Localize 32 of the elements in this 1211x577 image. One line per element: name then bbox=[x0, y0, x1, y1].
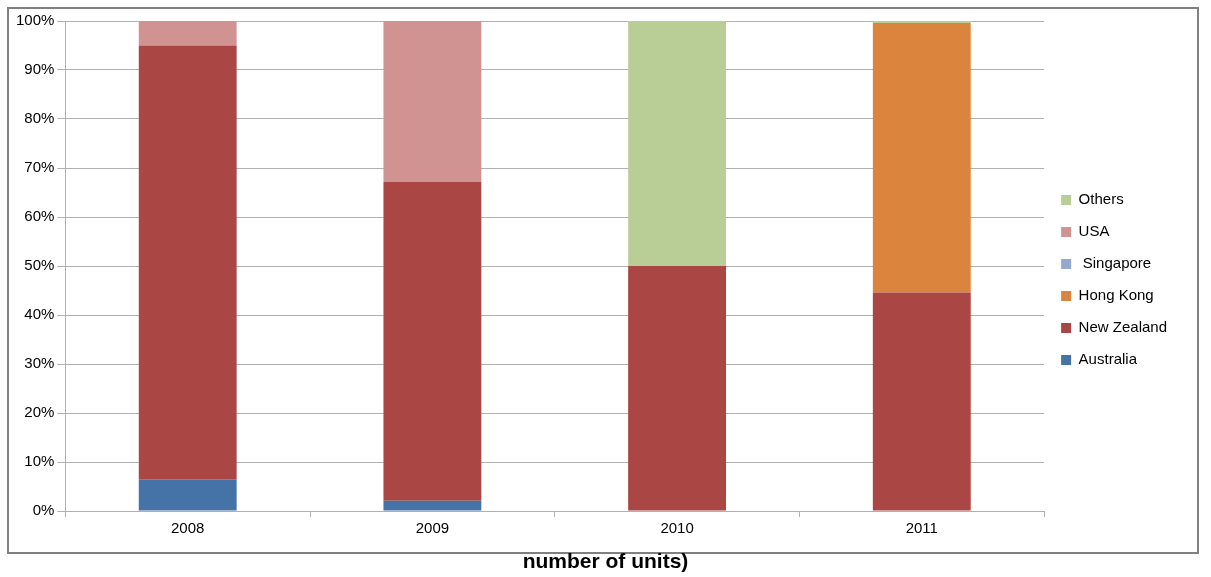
bar bbox=[628, 21, 727, 266]
y-tick-label: 0% bbox=[32, 501, 55, 519]
y-tick-label: 30% bbox=[24, 354, 55, 372]
y-tick-label: 40% bbox=[24, 305, 55, 323]
y-tick-label: 80% bbox=[24, 109, 55, 127]
bar bbox=[872, 292, 971, 511]
y-tick-label: 70% bbox=[24, 158, 55, 176]
y-tick-label: 90% bbox=[24, 60, 55, 78]
bar bbox=[383, 500, 482, 511]
y-tick-label: 20% bbox=[24, 403, 55, 421]
legend-label: Others bbox=[1078, 190, 1124, 208]
y-tick-label: 60% bbox=[24, 207, 55, 225]
bar bbox=[383, 21, 482, 182]
x-tick-label: 2011 bbox=[905, 519, 938, 537]
bar bbox=[138, 45, 237, 480]
bar bbox=[138, 479, 237, 511]
legend-label: New Zealand bbox=[1078, 318, 1168, 336]
text: number of units) bbox=[521, 549, 690, 573]
legend-label: Australia bbox=[1078, 350, 1138, 368]
y-tick-label: 50% bbox=[24, 256, 55, 274]
legend-label: Singapore bbox=[1078, 254, 1152, 272]
y-tick-label: 10% bbox=[24, 452, 55, 470]
bar bbox=[138, 21, 237, 46]
x-tick-label: 2009 bbox=[415, 519, 450, 537]
bar bbox=[872, 22, 971, 293]
y-tick-label: 100% bbox=[15, 11, 55, 29]
bar bbox=[383, 181, 482, 501]
x-tick-label: 2008 bbox=[171, 519, 205, 537]
bar bbox=[628, 266, 727, 511]
legend-label: Hong Kong bbox=[1078, 286, 1154, 304]
legend-label: USA bbox=[1078, 222, 1110, 240]
x-tick-label: 2010 bbox=[660, 519, 694, 537]
